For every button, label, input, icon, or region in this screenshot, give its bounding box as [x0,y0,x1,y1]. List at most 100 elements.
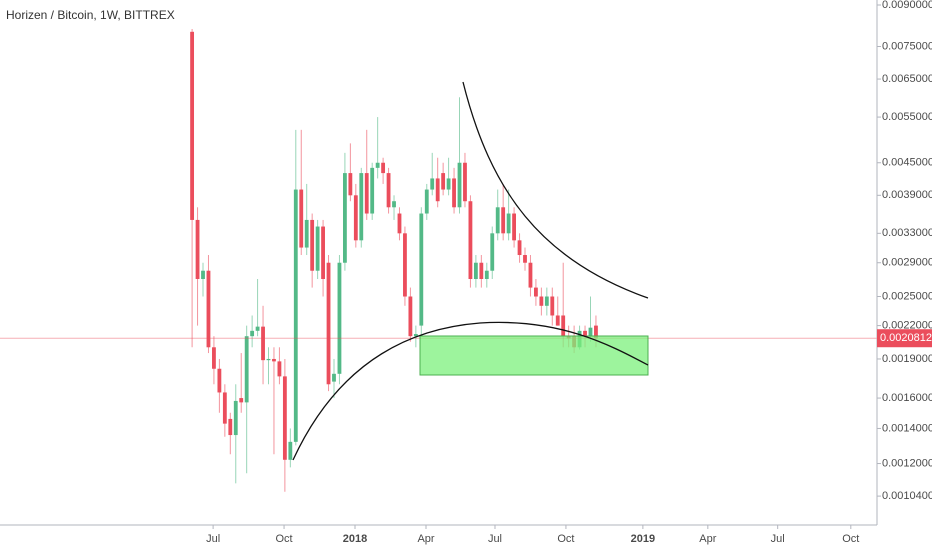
candle-body [523,255,527,263]
candle-body [561,315,566,337]
x-tick-label: Oct [557,533,574,545]
candle-body [386,173,391,208]
candle-body [408,296,413,337]
candle-body [484,270,489,279]
candle-body [550,296,555,316]
candle-body [413,334,418,337]
candle-body [490,233,495,271]
x-tick-label: Jul [771,533,785,545]
candle-body [501,207,506,234]
x-tick-label: Oct [842,533,859,545]
candle-body [430,178,435,190]
y-tick-label: 0.00104000 [882,490,932,502]
candle-body [359,173,364,241]
candle-body [539,296,544,306]
candle-body [288,441,293,460]
candle-body [512,213,516,241]
candle-body [337,262,342,374]
candle-body [282,376,287,460]
candle-body [293,189,298,442]
candle-body [473,262,478,279]
candle-body [506,213,511,234]
last-price-label: 0.00208128 [880,332,932,344]
candle-body [534,287,538,297]
candle-body [435,178,440,202]
candle-body [299,189,304,248]
candle-body [244,336,249,403]
x-tick-label: 2019 [631,533,655,545]
candle-body [452,178,456,208]
support-zone [419,335,649,376]
last-price-box [877,329,932,348]
candle-body [304,219,309,248]
lower-trend-curve [292,321,649,461]
candle-body [206,270,211,348]
x-tick-label: Apr [417,533,434,545]
candle-body [457,162,462,208]
candle-body [239,398,244,403]
candle-body [212,347,216,369]
candle-body [315,226,320,271]
candle-body [222,392,227,424]
x-tick-label: Oct [275,533,292,545]
x-tick-label: Jul [206,533,220,545]
candle-body [353,195,358,241]
candle-body [544,296,549,306]
x-tick-label: Jul [488,533,502,545]
candle-body [364,173,369,214]
candle-body [424,189,429,214]
candle-body [594,325,598,339]
candle-body [321,226,325,279]
candle-body [468,201,473,279]
candle-body [342,173,347,263]
candle-body [217,368,222,393]
candle-body [228,418,233,436]
upper-trend-curve [462,81,649,299]
candle-body [272,358,276,362]
candle-body [583,330,587,337]
candle-body [381,162,386,174]
candle-body [348,173,353,196]
candle-body [463,162,467,202]
candle-body [517,240,522,256]
candle-body [528,262,533,288]
candle-body [588,327,593,337]
candle-body [201,270,205,279]
candle-body [255,326,260,331]
x-tick-label: Apr [699,533,716,545]
x-tick-label: 2018 [343,533,367,545]
candle-body [441,173,446,190]
candle-body [375,162,380,168]
candle-body [446,178,451,190]
candle-body [266,358,271,361]
candle-body [332,373,336,382]
candle-body [555,315,560,326]
candle-body [397,213,402,234]
candle-body [419,213,424,326]
candle-body [233,400,238,436]
candle-body [190,31,195,220]
candle-body [392,201,396,208]
candle-body [370,167,375,214]
candle-body [326,262,331,385]
candle-body [261,326,265,361]
candle-body [495,207,500,234]
chart-title: Horizen / Bitcoin, 1W, BITTREX [6,8,175,22]
candle-body [195,219,200,279]
